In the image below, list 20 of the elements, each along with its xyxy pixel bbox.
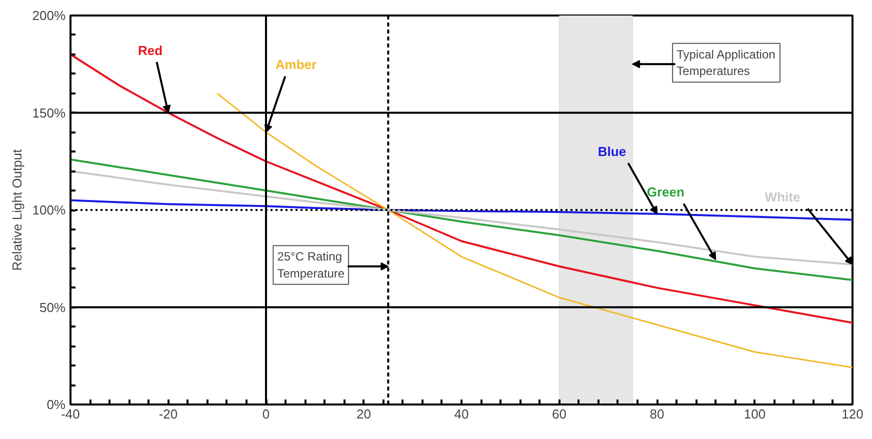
annotation: Typical Application Temperatures [676,47,776,78]
x-tick-label: 60 [552,406,566,422]
x-tick-label: 40 [454,406,469,422]
x-tick-label: -20 [158,406,178,422]
y-axis-title: Relative Light Output [9,148,24,271]
y-tick-label: 0% [46,397,66,412]
text: Blue [598,144,626,159]
y-tick-label: 100% [32,202,66,218]
y-tick-label: 200% [32,8,66,23]
text: Red [138,42,163,58]
x-tick-label: 100 [744,406,766,422]
x-tick-label: 80 [650,406,664,422]
x-tick-label: 0 [262,406,270,422]
text: Green [646,184,684,200]
y-tick-label: 50% [39,300,66,315]
text: Amber [275,57,317,72]
x-tick-label: 20 [356,406,371,422]
annotation: 25°C Rating Temperature [277,250,345,280]
x-tick-label: 120 [842,406,864,422]
y-tick-label: 150% [32,105,66,120]
